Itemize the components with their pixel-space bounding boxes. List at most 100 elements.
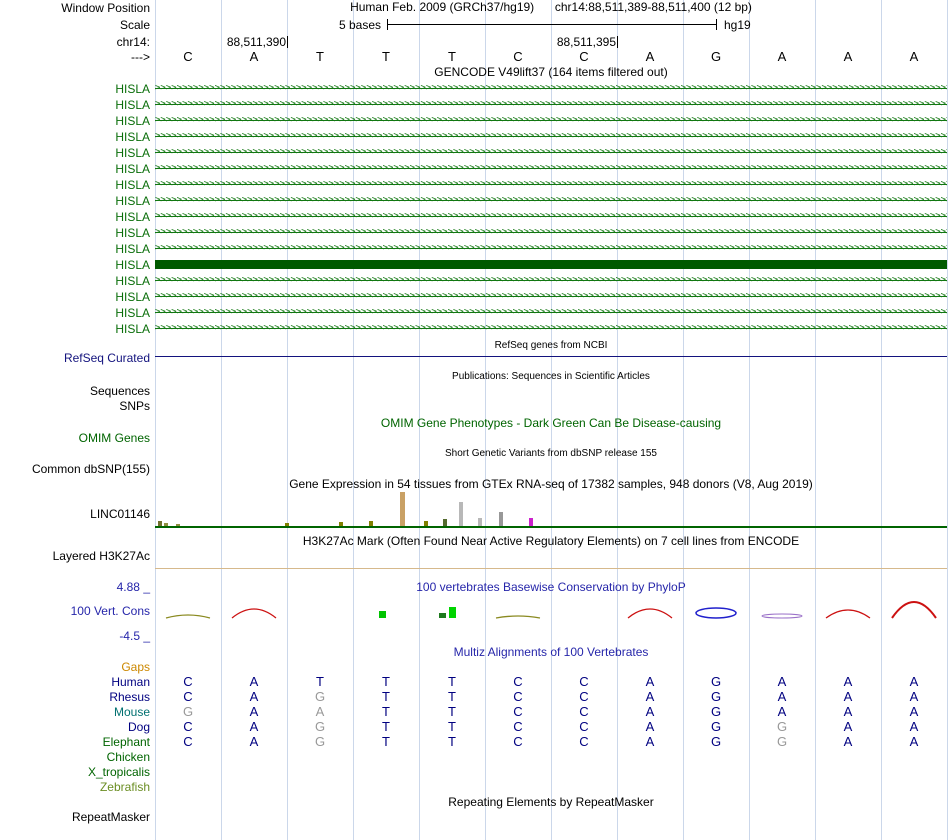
omim-track-title[interactable]: OMIM Gene Phenotypes - Dark Green Can Be… — [380, 416, 722, 430]
conservation-label[interactable]: 100 Vert. Cons — [70, 604, 150, 618]
gencode-transcript-arrows[interactable]: >>>>>>>>>>>>>>>>>>>>>>>>>>>>>>>>>>>>>>>>… — [155, 323, 947, 333]
multiz-row-chicken[interactable]: Chicken — [0, 750, 950, 764]
gtex-gene-label[interactable]: LINC01146 — [90, 507, 150, 521]
gencode-transcript-arrows[interactable]: >>>>>>>>>>>>>>>>>>>>>>>>>>>>>>>>>>>>>>>>… — [155, 131, 947, 141]
refseq-track-title[interactable]: RefSeq genes from NCBI — [494, 340, 608, 351]
gtex-expression-bar[interactable] — [400, 492, 405, 526]
gencode-item-label[interactable]: HISLA — [115, 146, 150, 160]
gencode-item-row[interactable]: HISLA >>>>>>>>>>>>>>>>>>>>>>>>>>>>>>>>>>>… — [0, 226, 950, 240]
gencode-transcript-arrows[interactable]: >>>>>>>>>>>>>>>>>>>>>>>>>>>>>>>>>>>>>>>>… — [155, 307, 947, 317]
gencode-transcript-arrows[interactable]: >>>>>>>>>>>>>>>>>>>>>>>>>>>>>>>>>>>>>>>>… — [155, 83, 947, 93]
gencode-transcript-arrows[interactable]: >>>>>>>>>>>>>>>>>>>>>>>>>>>>>>>>>>>>>>>>… — [155, 179, 947, 189]
gtex-expression-bar[interactable] — [164, 523, 168, 526]
gencode-item-row[interactable]: HISLA >>>>>>>>>>>>>>>>>>>>>>>>>>>>>>>>>>>… — [0, 210, 950, 224]
gencode-transcript-arrows[interactable]: >>>>>>>>>>>>>>>>>>>>>>>>>>>>>>>>>>>>>>>>… — [155, 163, 947, 173]
gtex-expression-bar[interactable] — [176, 524, 180, 526]
gtex-expression-bar[interactable] — [339, 522, 343, 526]
gtex-expression-bar[interactable] — [158, 521, 162, 526]
multiz-row-mouse[interactable]: Mouse G A A T T C C A G A A A — [0, 705, 950, 720]
gencode-item-label[interactable]: HISLA — [115, 82, 150, 96]
gencode-item-row[interactable]: HISLA >>>>>>>>>>>>>>>>>>>>>>>>>>>>>>>>>>>… — [0, 146, 950, 160]
gencode-transcript-arrows[interactable]: >>>>>>>>>>>>>>>>>>>>>>>>>>>>>>>>>>>>>>>>… — [155, 275, 947, 285]
dbsnp-track-title[interactable]: Short Genetic Variants from dbSNP releas… — [445, 448, 657, 459]
gencode-item-label[interactable]: HISLA — [115, 194, 150, 208]
h3k27ac-track-title[interactable]: H3K27Ac Mark (Often Found Near Active Re… — [302, 534, 800, 548]
multiz-row-human[interactable]: Human C A T T T C C A G A A A — [0, 675, 950, 690]
publications-track-title[interactable]: Publications: Sequences in Scientific Ar… — [452, 371, 650, 382]
multiz-row-rhesus[interactable]: Rhesus C A G T T C C A G A A A — [0, 690, 950, 705]
multiz-species-label[interactable]: Human — [111, 675, 150, 689]
gtex-expression-bar[interactable] — [285, 523, 289, 526]
gencode-item-label[interactable]: HISLA — [115, 226, 150, 240]
gencode-transcript-arrows[interactable]: >>>>>>>>>>>>>>>>>>>>>>>>>>>>>>>>>>>>>>>>… — [155, 227, 947, 237]
h3k27ac-label[interactable]: Layered H3K27Ac — [52, 549, 150, 563]
gencode-item-row[interactable]: HISLA >>>>>>>>>>>>>>>>>>>>>>>>>>>>>>>>>>>… — [0, 98, 950, 112]
gtex-expression-bar[interactable] — [424, 521, 428, 526]
gencode-transcript-arrows[interactable]: >>>>>>>>>>>>>>>>>>>>>>>>>>>>>>>>>>>>>>>>… — [155, 147, 947, 157]
gencode-item-label[interactable]: HISLA — [115, 258, 150, 272]
gtex-expression-bar[interactable] — [459, 502, 463, 526]
gencode-item-row[interactable]: HISLA >>>>>>>>>>>>>>>>>>>>>>>>>>>>>>>>>>>… — [0, 82, 950, 96]
gencode-transcript-solid[interactable] — [155, 258, 947, 271]
multiz-track-title[interactable]: Multiz Alignments of 100 Vertebrates — [453, 645, 649, 659]
gencode-transcript-arrows[interactable]: >>>>>>>>>>>>>>>>>>>>>>>>>>>>>>>>>>>>>>>>… — [155, 195, 947, 205]
multiz-species-label[interactable]: Elephant — [102, 735, 150, 749]
gencode-item-row[interactable]: HISLA >>>>>>>>>>>>>>>>>>>>>>>>>>>>>>>>>>>… — [0, 322, 950, 336]
gencode-item-label[interactable]: HISLA — [115, 210, 150, 224]
publications-snps-label[interactable]: SNPs — [119, 399, 150, 413]
multiz-species-label[interactable]: Dog — [127, 720, 150, 734]
multiz-species-label[interactable]: Gaps — [121, 660, 150, 674]
gtex-expression-bar[interactable] — [499, 512, 503, 526]
refseq-curated-item[interactable] — [155, 356, 947, 357]
gencode-item-label[interactable]: HISLA — [115, 274, 150, 288]
conservation-track-title[interactable]: 100 vertebrates Basewise Conservation by… — [416, 580, 686, 594]
gencode-item-row[interactable]: HISLA >>>>>>>>>>>>>>>>>>>>>>>>>>>>>>>>>>>… — [0, 306, 950, 320]
multiz-species-label[interactable]: Chicken — [106, 750, 150, 764]
gtex-expression-bar[interactable] — [529, 518, 533, 526]
gencode-track-title[interactable]: GENCODE V49lift37 (164 items filtered ou… — [434, 65, 668, 79]
gencode-transcript-arrows[interactable]: >>>>>>>>>>>>>>>>>>>>>>>>>>>>>>>>>>>>>>>>… — [155, 99, 947, 109]
gencode-item-label[interactable]: HISLA — [115, 130, 150, 144]
gencode-transcript-arrows[interactable]: >>>>>>>>>>>>>>>>>>>>>>>>>>>>>>>>>>>>>>>>… — [155, 115, 947, 125]
gencode-transcript-arrows[interactable]: >>>>>>>>>>>>>>>>>>>>>>>>>>>>>>>>>>>>>>>>… — [155, 291, 947, 301]
gencode-item-row[interactable]: HISLA >>>>>>>>>>>>>>>>>>>>>>>>>>>>>>>>>>>… — [0, 194, 950, 208]
gencode-transcript-arrows[interactable]: >>>>>>>>>>>>>>>>>>>>>>>>>>>>>>>>>>>>>>>>… — [155, 211, 947, 221]
h3k27ac-signal[interactable] — [155, 568, 947, 569]
gtex-expression-bar[interactable] — [369, 521, 373, 526]
gencode-item-label[interactable]: HISLA — [115, 162, 150, 176]
multiz-species-label[interactable]: Rhesus — [109, 690, 150, 704]
multiz-row-gaps[interactable]: Gaps — [0, 660, 950, 674]
gencode-item-row[interactable]: HISLA >>>>>>>>>>>>>>>>>>>>>>>>>>>>>>>>>>>… — [0, 290, 950, 304]
multiz-species-label[interactable]: Mouse — [113, 705, 150, 719]
gtex-expression-bar[interactable] — [443, 519, 447, 526]
gtex-gene-model[interactable] — [155, 526, 947, 528]
multiz-row-x-tropicalis[interactable]: X_tropicalis — [0, 765, 950, 779]
conservation-wiggle[interactable] — [155, 585, 947, 635]
gencode-item-label[interactable]: HISLA — [115, 306, 150, 320]
refseq-curated-label[interactable]: RefSeq Curated — [63, 351, 150, 365]
gencode-item-label[interactable]: HISLA — [115, 114, 150, 128]
multiz-row-elephant[interactable]: Elephant C A G T T C C A G G A A — [0, 735, 950, 750]
gencode-item-row[interactable]: HISLA >>>>>>>>>>>>>>>>>>>>>>>>>>>>>>>>>>>… — [0, 274, 950, 288]
publications-sequences-label[interactable]: Sequences — [89, 384, 150, 398]
gencode-item-row[interactable]: HISLA >>>>>>>>>>>>>>>>>>>>>>>>>>>>>>>>>>>… — [0, 130, 950, 144]
gencode-item-row[interactable]: HISLA >>>>>>>>>>>>>>>>>>>>>>>>>>>>>>>>>>>… — [0, 242, 950, 256]
gencode-item-label[interactable]: HISLA — [115, 98, 150, 112]
gencode-item-row[interactable]: HISLA >>>>>>>>>>>>>>>>>>>>>>>>>>>>>>>>>>>… — [0, 178, 950, 192]
gencode-item-label[interactable]: HISLA — [115, 178, 150, 192]
dbsnp-label[interactable]: Common dbSNP(155) — [31, 462, 150, 476]
omim-genes-label[interactable]: OMIM Genes — [78, 431, 150, 445]
gencode-transcript-arrows[interactable]: >>>>>>>>>>>>>>>>>>>>>>>>>>>>>>>>>>>>>>>>… — [155, 243, 947, 253]
gencode-item-label[interactable]: HISLA — [115, 290, 150, 304]
gencode-item-label[interactable]: HISLA — [115, 322, 150, 336]
multiz-species-label[interactable]: X_tropicalis — [87, 765, 150, 779]
gencode-item-row[interactable]: HISLA >>>>>>>>>>>>>>>>>>>>>>>>>>>>>>>>>>>… — [0, 114, 950, 128]
gencode-item-row[interactable]: HISLA >>>>>>>>>>>>>>>>>>>>>>>>>>>>>>>>>>>… — [0, 162, 950, 176]
multiz-row-zebrafish[interactable]: Zebrafish — [0, 780, 950, 794]
multiz-row-dog[interactable]: Dog C A G T T C C A G G A A — [0, 720, 950, 735]
gtex-expression-bar[interactable] — [478, 518, 482, 526]
gtex-track-title[interactable]: Gene Expression in 54 tissues from GTEx … — [289, 477, 813, 491]
gencode-item-row[interactable]: HISLA — [0, 258, 950, 272]
repeatmasker-track-title[interactable]: Repeating Elements by RepeatMasker — [448, 795, 654, 809]
repeatmasker-label[interactable]: RepeatMasker — [71, 810, 150, 824]
